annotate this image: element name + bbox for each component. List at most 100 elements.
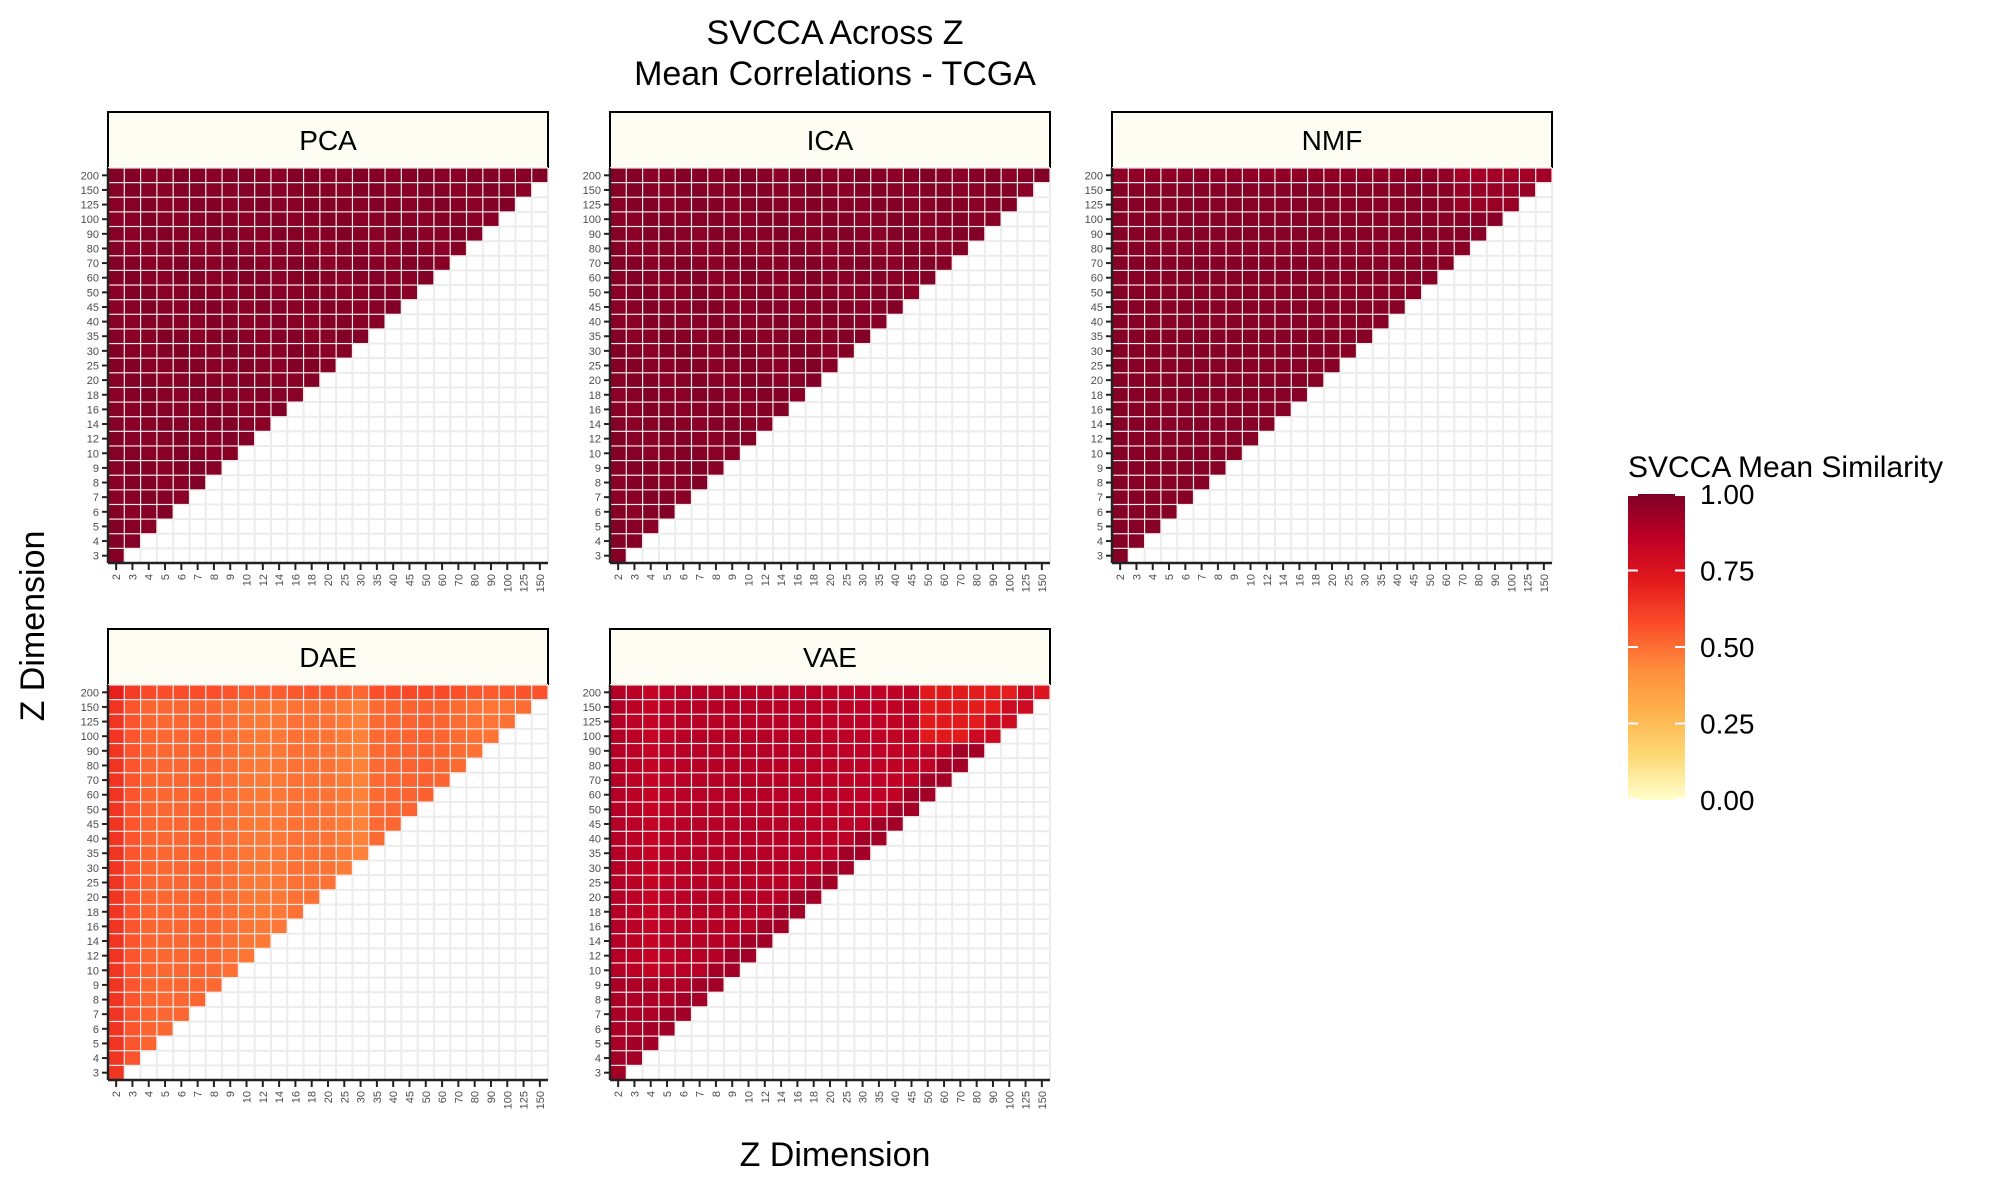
heatmap-cell xyxy=(822,758,838,773)
heatmap-cell xyxy=(675,861,691,875)
heatmap-cell xyxy=(1226,183,1242,197)
heatmap-cell xyxy=(952,197,968,212)
heatmap-cell xyxy=(336,846,352,860)
heatmap-cell xyxy=(740,285,757,300)
heatmap-cell xyxy=(855,329,871,343)
heatmap-cell xyxy=(643,358,659,373)
heatmap-cell xyxy=(773,300,789,314)
heatmap-cell xyxy=(643,700,659,714)
heatmap-cell xyxy=(206,934,222,948)
heatmap-cell xyxy=(206,241,222,256)
heatmap-cell xyxy=(643,285,659,300)
heatmap-cell xyxy=(1177,285,1193,300)
heatmap-cell xyxy=(108,773,124,787)
heatmap-cell xyxy=(1357,329,1373,343)
heatmap-cell xyxy=(838,227,854,241)
heatmap-cell xyxy=(675,714,691,729)
heatmap-cell xyxy=(806,329,822,343)
heatmap-cell xyxy=(757,241,773,256)
heatmap-cell xyxy=(708,963,724,977)
heatmap-cell xyxy=(659,431,675,446)
x-tick-label: 90 xyxy=(486,574,498,586)
heatmap-cell xyxy=(434,256,450,270)
heatmap-cell xyxy=(385,256,401,270)
heatmap-cell xyxy=(483,212,499,226)
heatmap-cell xyxy=(108,948,124,963)
heatmap-cell xyxy=(903,285,920,300)
heatmap-cell xyxy=(369,271,385,285)
heatmap-cell xyxy=(157,934,173,948)
heatmap-cell xyxy=(773,875,789,890)
heatmap-cell xyxy=(773,241,789,256)
heatmap-cell xyxy=(626,773,642,787)
y-tick-label: 70 xyxy=(589,775,601,787)
heatmap-cell xyxy=(969,197,985,212)
heatmap-cell xyxy=(610,212,626,226)
x-tick-label: 5 xyxy=(160,1091,172,1097)
heatmap-cell xyxy=(173,300,189,314)
heatmap-cell xyxy=(238,875,255,890)
x-tick-label: 16 xyxy=(792,574,804,586)
heatmap-cell xyxy=(740,773,757,787)
heatmap-cell xyxy=(157,992,173,1007)
heatmap-cell xyxy=(692,934,708,948)
y-tick-label: 25 xyxy=(87,361,99,373)
heatmap-cell xyxy=(903,685,920,700)
heatmap-cell xyxy=(806,358,822,373)
heatmap-cell xyxy=(773,861,789,875)
heatmap-cell xyxy=(806,729,822,743)
y-tick-label: 3 xyxy=(93,551,99,563)
heatmap-cell xyxy=(822,861,838,875)
x-tick-label: 2 xyxy=(111,1091,123,1097)
heatmap-cell xyxy=(692,402,708,417)
heatmap-cell xyxy=(610,285,626,300)
heatmap-cell xyxy=(401,168,418,183)
x-tick-label: 50 xyxy=(421,574,433,586)
y-tick-label: 80 xyxy=(589,243,601,255)
heatmap-cell xyxy=(1308,241,1324,256)
heatmap-cell xyxy=(871,744,887,758)
heatmap-cell xyxy=(610,1051,626,1065)
heatmap-cell xyxy=(675,358,691,373)
heatmap-cell xyxy=(124,817,140,831)
heatmap-cell xyxy=(1145,431,1161,446)
y-tick-label: 20 xyxy=(1091,375,1103,387)
facet-strip-label: NMF xyxy=(1302,125,1363,156)
heatmap-cell xyxy=(675,285,691,300)
heatmap-cell xyxy=(141,729,157,743)
heatmap-cell xyxy=(1210,197,1226,212)
heatmap-cell xyxy=(855,314,871,329)
heatmap-cell xyxy=(757,300,773,314)
x-tick-label: 30 xyxy=(356,1091,368,1103)
heatmap-cell xyxy=(1226,212,1242,226)
heatmap-cell xyxy=(353,256,369,270)
heatmap-cell xyxy=(450,714,466,729)
heatmap-cell xyxy=(304,729,320,743)
heatmap-cell xyxy=(1242,168,1259,183)
x-tick-label: 125 xyxy=(1021,574,1033,592)
heatmap-cell xyxy=(724,344,740,358)
heatmap-cell xyxy=(1389,197,1405,212)
heatmap-cell xyxy=(124,1036,140,1051)
heatmap-cell xyxy=(692,861,708,875)
x-tick-label: 10 xyxy=(744,1091,756,1103)
y-tick-label: 80 xyxy=(589,760,601,772)
heatmap-cell xyxy=(141,271,157,285)
heatmap-cell xyxy=(692,358,708,373)
heatmap-cell xyxy=(271,271,287,285)
heatmap-cell xyxy=(141,846,157,860)
heatmap-cell xyxy=(1324,300,1340,314)
heatmap-cell xyxy=(141,227,157,241)
heatmap-cell xyxy=(1112,168,1128,183)
x-tick-label: 5 xyxy=(1164,574,1176,580)
heatmap-cell xyxy=(806,890,822,904)
heatmap-cell xyxy=(157,285,173,300)
heatmap-cell xyxy=(724,817,740,831)
heatmap-cell xyxy=(108,519,124,534)
heatmap-cell xyxy=(222,402,238,417)
heatmap-cell xyxy=(1226,344,1242,358)
heatmap-cell xyxy=(740,373,757,387)
heatmap-cell xyxy=(1471,197,1487,212)
heatmap-cell xyxy=(238,241,255,256)
heatmap-cell xyxy=(1128,168,1144,183)
